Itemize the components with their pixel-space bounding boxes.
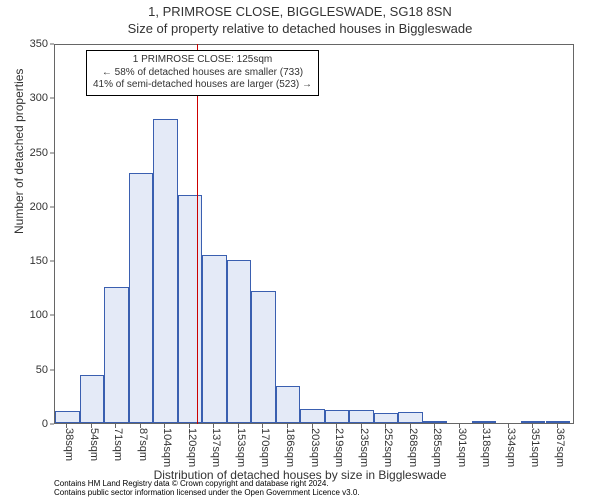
x-tick-mark [140,424,141,428]
y-tick-label: 350 [4,38,48,50]
x-tick-mark [557,424,558,428]
x-tick-label: 268sqm [407,428,419,467]
chart-title-line2: Size of property relative to detached ho… [0,21,600,36]
x-tick-mark [91,424,92,428]
x-tick-label: 186sqm [284,428,296,467]
x-tick-label: 334sqm [505,428,517,467]
x-tick-label: 104sqm [161,428,173,467]
y-tick-label: 250 [4,147,48,159]
x-tick-label: 120sqm [186,428,198,467]
callout-line1: 1 PRIMROSE CLOSE: 125sqm [93,54,312,67]
histogram-bar [55,411,80,423]
callout-line2: ← 58% of detached houses are smaller (73… [93,67,312,80]
x-tick-label: 219sqm [333,428,345,467]
x-tick-mark [66,424,67,428]
x-tick-mark [189,424,190,428]
x-tick-label: 301sqm [456,428,468,467]
histogram-bar [472,421,497,423]
histogram-bar [251,291,276,423]
plot-area [54,44,574,424]
x-tick-mark [385,424,386,428]
x-tick-label: 351sqm [529,428,541,467]
histogram-bar [398,412,423,423]
x-tick-label: 367sqm [554,428,566,467]
histogram-bar [521,421,546,423]
y-tick-mark [50,424,54,425]
x-tick-mark [213,424,214,428]
x-tick-label: 38sqm [63,428,75,461]
y-tick-mark [50,315,54,316]
histogram-bar [153,119,178,423]
histogram-bar [202,255,227,423]
x-tick-mark [434,424,435,428]
histogram-bar [227,260,252,423]
x-tick-mark [410,424,411,428]
y-tick-label: 50 [4,364,48,376]
x-tick-label: 318sqm [480,428,492,467]
y-tick-label: 100 [4,309,48,321]
histogram-bar [104,287,129,423]
histogram-bar [374,413,399,423]
x-tick-label: 54sqm [88,428,100,461]
y-tick-mark [50,44,54,45]
x-tick-mark [483,424,484,428]
x-tick-mark [115,424,116,428]
x-tick-mark [508,424,509,428]
x-tick-mark [361,424,362,428]
histogram-bar [129,173,154,423]
attribution-text: Contains HM Land Registry data © Crown c… [54,480,360,498]
histogram-bar [276,386,301,423]
x-tick-label: 252sqm [382,428,394,467]
y-tick-label: 150 [4,255,48,267]
x-tick-mark [287,424,288,428]
callout-line3: 41% of semi-detached houses are larger (… [93,79,312,92]
x-tick-mark [262,424,263,428]
histogram-bar [80,375,105,423]
y-tick-mark [50,152,54,153]
y-tick-mark [50,369,54,370]
x-tick-label: 137sqm [210,428,222,467]
x-tick-label: 170sqm [259,428,271,467]
x-tick-mark [238,424,239,428]
chart-title-line1: 1, PRIMROSE CLOSE, BIGGLESWADE, SG18 8SN [0,4,600,19]
histogram-bar [349,410,374,423]
y-tick-label: 300 [4,92,48,104]
histogram-bar [325,410,350,423]
x-tick-label: 87sqm [137,428,149,461]
x-tick-mark [459,424,460,428]
histogram-bar [546,421,571,423]
callout-box: 1 PRIMROSE CLOSE: 125sqm← 58% of detache… [86,50,319,96]
x-tick-label: 71sqm [112,428,124,461]
y-tick-mark [50,261,54,262]
histogram-chart: 1, PRIMROSE CLOSE, BIGGLESWADE, SG18 8SN… [0,0,600,500]
y-tick-label: 200 [4,201,48,213]
reference-line [197,44,198,424]
y-tick-mark [50,206,54,207]
attribution-line2: Contains public sector information licen… [54,489,360,498]
x-tick-mark [164,424,165,428]
x-tick-label: 235sqm [358,428,370,467]
x-tick-mark [532,424,533,428]
x-tick-label: 203sqm [309,428,321,467]
histogram-bar [300,409,325,423]
x-tick-label: 285sqm [431,428,443,467]
histogram-bar [423,421,448,423]
x-tick-mark [312,424,313,428]
histogram-bar [178,195,203,423]
x-tick-label: 153sqm [235,428,247,467]
x-tick-mark [336,424,337,428]
y-tick-mark [50,98,54,99]
y-tick-label: 0 [4,418,48,430]
